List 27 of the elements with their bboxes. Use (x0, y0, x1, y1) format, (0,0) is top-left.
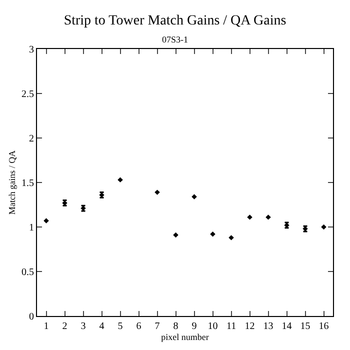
x-tick-label: 13 (263, 321, 274, 332)
x-tick-label: 1 (44, 321, 49, 332)
y-tick-label: 0.5 (22, 267, 34, 278)
x-tick-label: 14 (282, 321, 292, 332)
x-tick-label: 16 (318, 321, 329, 332)
x-tick-label: 10 (208, 321, 218, 332)
y-tick-label: 1.5 (22, 178, 34, 189)
y-tick-label: 2 (29, 134, 34, 144)
y-axis-title: Match gains / QA (6, 150, 17, 215)
chart-subtitle: 07S3-1 (162, 34, 188, 45)
x-tick-label: 6 (136, 321, 142, 332)
x-tick-label: 4 (99, 321, 104, 332)
y-tick-label: 2.5 (22, 89, 34, 100)
x-tick-label: 7 (154, 321, 160, 332)
y-tick-label: 0 (29, 312, 34, 322)
x-tick-label: 8 (173, 321, 178, 332)
x-tick-label: 2 (62, 321, 68, 332)
chart-title: Strip to Tower Match Gains / QA Gains (64, 14, 286, 28)
x-tick-label: 5 (118, 321, 123, 332)
x-tick-label: 12 (244, 321, 255, 332)
x-tick-label: 11 (226, 321, 236, 332)
x-tick-label: 3 (80, 321, 86, 332)
y-tick-label: 3 (29, 44, 34, 56)
y-tick-label: 1 (29, 222, 34, 234)
x-tick-label: 15 (300, 321, 310, 332)
x-tick-label: 9 (192, 321, 197, 332)
x-axis-title: pixel number (161, 332, 209, 342)
